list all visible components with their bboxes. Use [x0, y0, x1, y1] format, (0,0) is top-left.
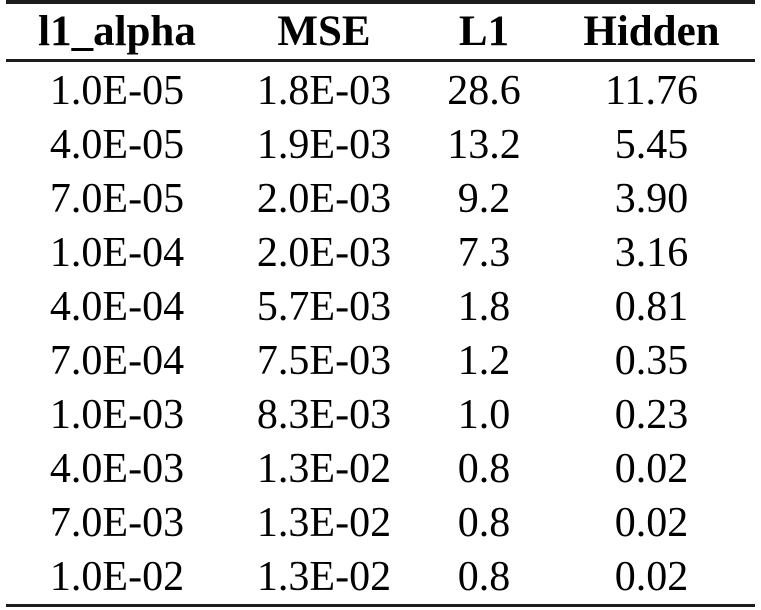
table-cell: 1.0 — [457, 392, 511, 438]
table-cell: 7.0E-05 — [49, 176, 185, 222]
column-header-l1: L1 — [420, 2, 548, 62]
table-row: 1.0E-03 8.3E-03 1.0 0.23 — [6, 388, 755, 442]
table-cell: 1.9E-03 — [256, 122, 392, 168]
table-row: 4.0E-05 1.9E-03 13.2 5.45 — [6, 118, 755, 172]
table-cell: 0.02 — [614, 554, 689, 600]
table-cell: 7.0E-04 — [49, 338, 185, 384]
table-row: 4.0E-03 1.3E-02 0.8 0.02 — [6, 442, 755, 496]
table-cell: 0.02 — [614, 500, 689, 546]
table-cell: 2.0E-03 — [256, 230, 392, 276]
table-cell: 4.0E-03 — [49, 446, 185, 492]
table-cell: 7.0E-03 — [49, 500, 185, 546]
header-row: l1_alpha MSE L1 Hidden — [6, 2, 755, 62]
table-row: 4.0E-04 5.7E-03 1.8 0.81 — [6, 280, 755, 334]
table-cell: 1.3E-02 — [256, 500, 392, 546]
table-cell: 1.0E-03 — [49, 392, 185, 438]
table-row: 7.0E-03 1.3E-02 0.8 0.02 — [6, 496, 755, 550]
table-row: 1.0E-02 1.3E-02 0.8 0.02 — [6, 550, 755, 606]
table-cell: 3.16 — [614, 230, 689, 276]
table-cell: 0.81 — [614, 284, 689, 330]
table-cell: 4.0E-04 — [49, 284, 185, 330]
table-cell: 0.02 — [614, 446, 689, 492]
table-cell: 11.76 — [605, 68, 698, 114]
table-cell: 5.45 — [614, 122, 689, 168]
results-table: l1_alpha MSE L1 Hidden 1.0E-05 1.8E-03 2… — [6, 0, 755, 607]
table-body: 1.0E-05 1.8E-03 28.6 11.76 4.0E-05 1.9E-… — [6, 61, 755, 606]
table-cell: 1.2 — [457, 338, 511, 384]
column-header-mse: MSE — [228, 2, 420, 62]
table-cell: 2.0E-03 — [256, 176, 392, 222]
table-cell: 0.8 — [457, 446, 511, 492]
table-cell: 3.90 — [614, 176, 689, 222]
table-cell: 1.0E-04 — [49, 230, 185, 276]
table-row: 1.0E-05 1.8E-03 28.6 11.76 — [6, 61, 755, 119]
table-cell: 0.8 — [457, 500, 511, 546]
table-cell: 8.3E-03 — [256, 392, 392, 438]
table-cell: 13.2 — [447, 122, 521, 168]
table-row: 7.0E-04 7.5E-03 1.2 0.35 — [6, 334, 755, 388]
table-cell: 1.0E-02 — [49, 554, 185, 600]
table-cell: 1.3E-02 — [256, 554, 392, 600]
table-cell: 5.7E-03 — [256, 284, 392, 330]
table-cell: 1.8 — [457, 284, 511, 330]
table-cell: 1.3E-02 — [256, 446, 392, 492]
table-cell: 4.0E-05 — [49, 122, 185, 168]
table-cell: 9.2 — [457, 176, 511, 222]
table-cell: 7.5E-03 — [256, 338, 392, 384]
table-cell: 1.8E-03 — [256, 68, 392, 114]
table-row: 1.0E-04 2.0E-03 7.3 3.16 — [6, 226, 755, 280]
table-cell: 7.3 — [457, 230, 511, 276]
table-cell: 0.35 — [614, 338, 689, 384]
table-cell: 0.23 — [614, 392, 689, 438]
table-cell: 1.0E-05 — [49, 68, 185, 114]
table-row: 7.0E-05 2.0E-03 9.2 3.90 — [6, 172, 755, 226]
table-header: l1_alpha MSE L1 Hidden — [6, 2, 755, 62]
table-cell: 28.6 — [447, 68, 521, 114]
table-cell: 0.8 — [457, 554, 511, 600]
column-header-l1-alpha: l1_alpha — [6, 2, 228, 62]
column-header-hidden: Hidden — [548, 2, 755, 62]
